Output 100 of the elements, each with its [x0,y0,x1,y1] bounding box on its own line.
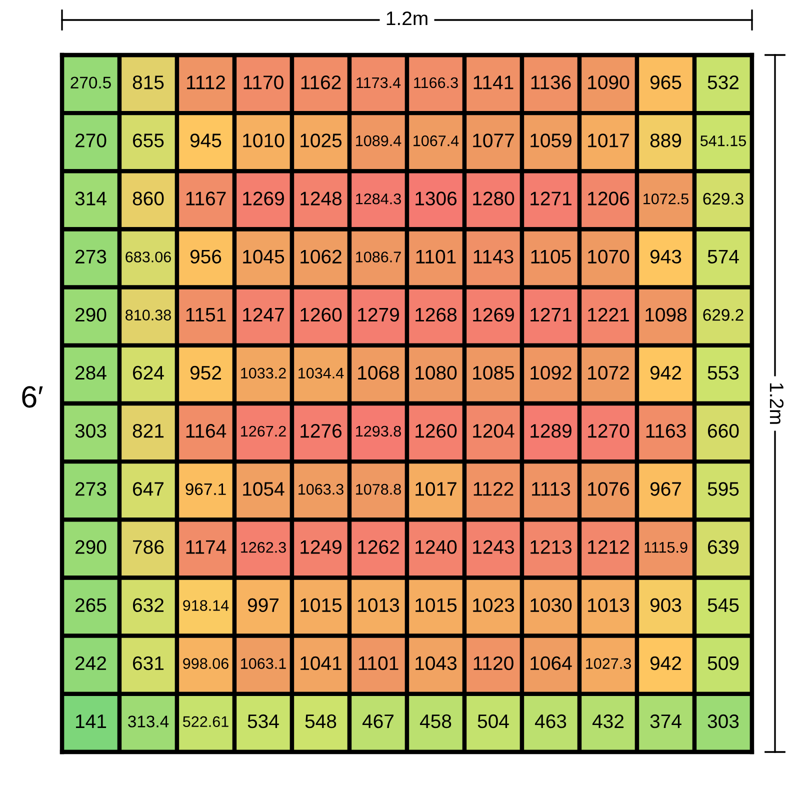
data-label: 629.3 [703,192,744,205]
data-label: 290 [76,308,106,322]
data-label: 945 [190,134,222,148]
data-label: 810.38 [126,310,171,320]
data-label: 553 [708,366,739,380]
data-label: 141 [76,714,106,728]
data-label: 1270 [588,424,630,438]
data-label: 1059 [530,134,572,148]
data-label: 1221 [588,308,629,322]
data-label: 1090 [588,75,630,90]
data-label: 1092 [530,366,572,380]
data-label: 624 [133,366,164,380]
data-label: 660 [708,424,739,438]
text: 6′ [22,386,43,408]
data-label: 967.1 [186,483,226,496]
data-label: 786 [133,540,164,554]
text: 1.2m [386,11,428,26]
data-label: 889 [650,134,682,148]
data-label: 273 [76,482,106,496]
data-label: 1269 [243,192,284,206]
data-label: 314 [75,192,106,206]
data-label: 1076 [588,482,630,496]
data-label: 432 [592,714,624,728]
data-label: 1115.9 [644,542,688,553]
data-label: 504 [478,714,509,728]
data-label: 1063.1 [241,658,286,669]
data-label: 522.61 [183,716,228,728]
data-label: 1268 [416,308,457,322]
data-label: 1077 [473,134,514,148]
data-label: 1212 [588,540,629,554]
data-label: 1070 [588,250,630,264]
data-label: 647 [133,482,164,496]
data-label: 1089.4 [356,135,402,146]
data-label: 942 [650,656,681,670]
data-label: 655 [133,134,164,148]
data-label: 548 [305,714,336,728]
data-label: 1045 [243,250,284,264]
data-label: 1062 [300,250,342,264]
data-label: 1013 [358,598,400,612]
data-label: 1163 [646,424,686,438]
data-label: 1027.3 [586,658,631,669]
data-label: 541.15 [700,136,746,146]
data-label: 270.5 [70,76,111,89]
data-label: 1017 [416,482,456,496]
data-label: 1072.5 [644,193,688,204]
data-label: 1086.7 [356,252,401,262]
data-label: 639 [708,540,739,554]
data-label: 1112 [187,75,225,90]
data-label: 1098 [646,308,687,322]
data-label: 1101 [358,656,398,670]
data-label: 1054 [243,482,284,496]
data-label: 1279 [358,308,399,322]
data-label: 629.2 [703,309,744,321]
data-label: 815 [132,75,164,90]
data-label: 273 [76,250,106,264]
data-label: 1085 [473,366,514,380]
data-label: 1260 [300,308,342,322]
data-label: 1143 [474,250,514,264]
data-label: 595 [708,482,739,496]
data-label: 1206 [588,192,630,206]
data-label: 303 [75,424,106,438]
data-label: 1262 [358,540,399,554]
data-label: 1166.3 [414,77,458,88]
data-label: 1080 [416,366,457,380]
text: 1.2m [770,383,784,424]
data-label: 1041 [300,656,342,670]
data-label: 1141 [474,76,514,90]
data-label: 1015 [416,598,457,612]
data-label: 967 [650,482,681,496]
data-label: 1017 [588,134,629,148]
data-label: 1122 [474,482,514,496]
data-label: 509 [708,656,739,670]
data-label: 1120 [474,656,514,670]
data-label: 1043 [416,656,457,670]
data-label: 1064 [530,656,572,670]
data-label: 458 [420,714,452,728]
data-label: 463 [534,714,566,728]
data-label: 1167 [186,192,226,206]
data-label: 1164 [186,424,226,438]
data-label: 1284.3 [356,193,401,204]
data-label: 1293.8 [356,426,401,437]
data-label: 860 [132,192,164,206]
data-label: 1010 [243,134,284,148]
data-label: 534 [248,714,279,728]
data-label: 242 [76,656,106,670]
data-label: 952 [190,366,221,380]
data-label: 1247 [243,308,284,322]
data-label: 956 [190,250,222,264]
data-label: 1267.2 [241,426,286,437]
data-label: 1271 [530,192,572,206]
data-label: 1213 [530,540,572,554]
data-label: 965 [650,75,682,90]
data-label: 942 [650,366,681,380]
data-label: 1078.8 [356,484,401,495]
data-label: 1030 [530,598,572,612]
data-label: 631 [133,656,164,670]
data-label: 683.06 [126,252,171,262]
data-label: 1249 [300,540,342,554]
data-label: 1204 [473,424,514,438]
data-label: 1113 [532,482,570,496]
